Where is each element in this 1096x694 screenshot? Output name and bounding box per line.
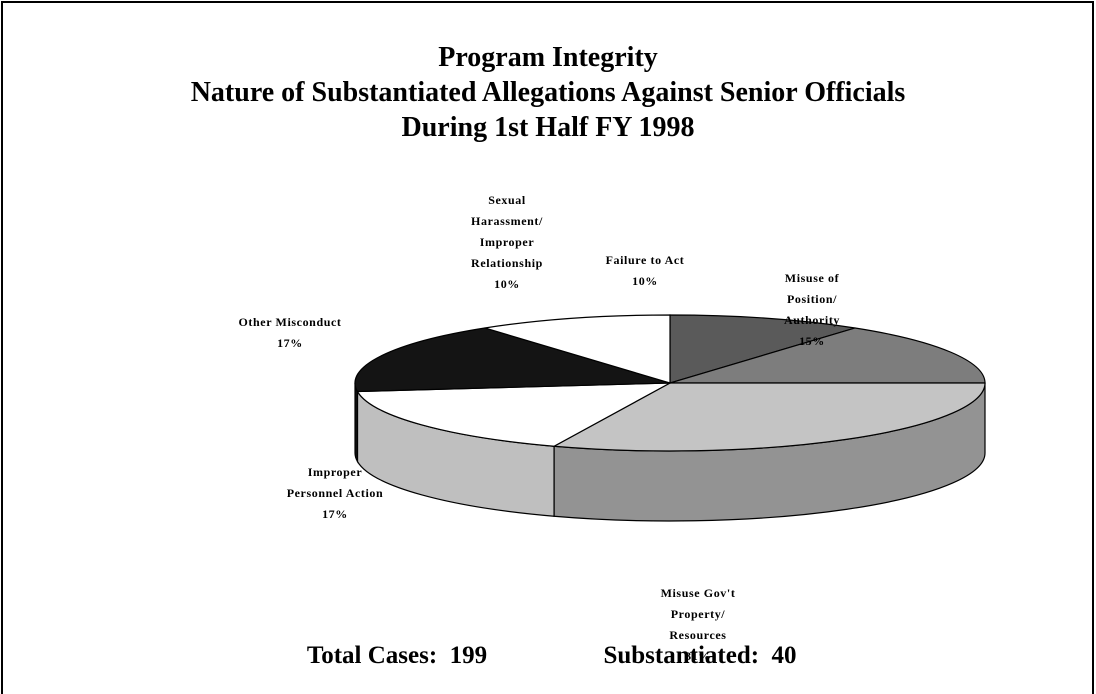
chart-title-block: Program Integrity Nature of Substantiate… — [0, 40, 1096, 145]
slice-label: Other Misconduct 17% — [238, 312, 341, 354]
slice — [552, 382, 986, 452]
slice — [356, 382, 671, 447]
value-label: 31% — [685, 649, 711, 663]
value-label: 10% — [632, 274, 658, 288]
value-label: 17% — [277, 336, 303, 350]
slice-label: Misuse of Position/ Authority 15% — [784, 268, 840, 352]
slice-side-shade — [554, 383, 985, 521]
slice-side-shade — [355, 383, 358, 462]
footer-item: Total Cases: 199 — [307, 642, 487, 670]
footer-label: Total Cases: — [306, 642, 438, 669]
category-label: Misuse of Position/ Authority — [783, 271, 841, 327]
category-label: Failure to Act — [605, 253, 685, 267]
value-label: 17% — [322, 507, 348, 521]
footer-value: 199 — [449, 642, 488, 669]
category-label: Other Misconduct — [238, 315, 342, 329]
slice-label: Misuse Gov't Property/ Resources 31% — [661, 583, 736, 667]
slice — [354, 327, 671, 393]
category-label: Misuse Gov't Property/ Resources — [660, 586, 736, 642]
footer-value: 40 — [771, 642, 797, 669]
slice-label: Sexual Harassment/ Improper Relationship… — [471, 190, 543, 295]
slice — [669, 327, 986, 384]
slice-side-shade — [357, 391, 555, 517]
value-label: 10% — [494, 277, 520, 291]
slice-label: Improper Personnel Action 17% — [287, 462, 384, 525]
footer-label: Substantiated: — [603, 642, 760, 669]
footer-item: Substantiated: 40 — [603, 642, 796, 670]
category-label: Sexual Harassment/ Improper Relationship — [471, 193, 543, 270]
chart-subtitle: Nature of Substantiated Allegations Agai… — [190, 77, 906, 143]
slice-label: Failure to Act 10% — [606, 250, 685, 292]
slice — [669, 314, 856, 384]
chart-title: Program Integrity — [438, 42, 658, 73]
slice — [484, 314, 671, 384]
value-label: 15% — [799, 334, 825, 348]
category-label: Improper Personnel Action — [286, 465, 384, 500]
